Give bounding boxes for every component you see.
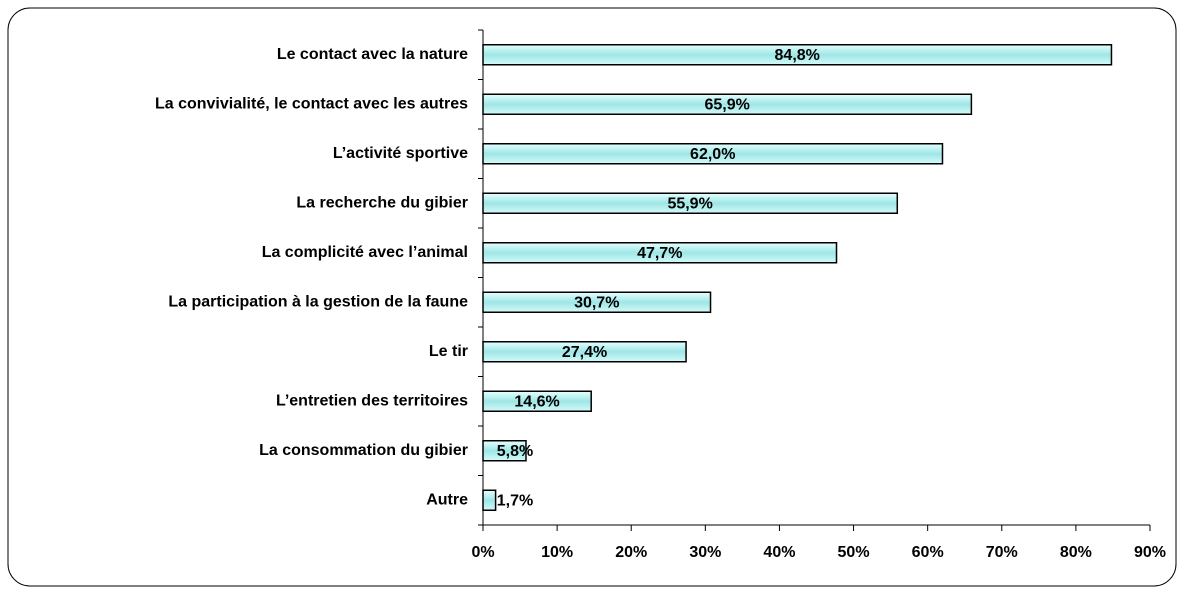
y-tick-label: La complicité avec l’animal [262, 244, 468, 261]
y-tick-label: L’entretien des territoires [276, 392, 468, 409]
value-label: 62,0% [690, 146, 735, 163]
bar [482, 440, 527, 462]
bar [482, 242, 838, 264]
value-label: 65,9% [705, 96, 750, 113]
y-tick-label: Le tir [429, 343, 468, 360]
y-tick-label: Le contact avec la nature [277, 46, 468, 63]
bar [482, 489, 497, 511]
value-label: 27,4% [562, 344, 607, 361]
value-label: 55,9% [667, 195, 712, 212]
x-tick-label: 0% [471, 544, 494, 561]
x-tick-label: 30% [689, 544, 721, 561]
y-tick-label: Autre [426, 491, 468, 508]
bar [482, 341, 687, 363]
bar [482, 192, 899, 214]
value-label: 84,8% [775, 47, 820, 64]
bar [482, 291, 712, 313]
x-tick-label: 40% [763, 544, 795, 561]
x-tick-label: 10% [541, 544, 573, 561]
x-tick-label: 50% [838, 544, 870, 561]
x-tick-label: 90% [1134, 544, 1166, 561]
x-tick-label: 20% [615, 544, 647, 561]
value-label: 14,6% [514, 393, 559, 410]
y-tick-label: La participation à la gestion de la faun… [168, 293, 468, 310]
x-tick-label: 80% [1060, 544, 1092, 561]
bar [482, 143, 944, 165]
value-label: 5,8% [497, 443, 533, 460]
y-tick-label: La convivialité, le contact avec les aut… [155, 95, 468, 112]
bar [482, 44, 1113, 66]
value-label: 30,7% [574, 294, 619, 311]
y-tick-label: L’activité sportive [333, 145, 468, 162]
bar [482, 93, 973, 115]
x-tick-label: 60% [912, 544, 944, 561]
value-label: 1,7% [497, 492, 533, 509]
bar [482, 390, 592, 412]
value-label: 47,7% [637, 245, 682, 262]
y-tick-label: La recherche du gibier [296, 194, 468, 211]
x-tick-label: 70% [986, 544, 1018, 561]
y-tick-label: La consommation du gibier [259, 442, 468, 459]
